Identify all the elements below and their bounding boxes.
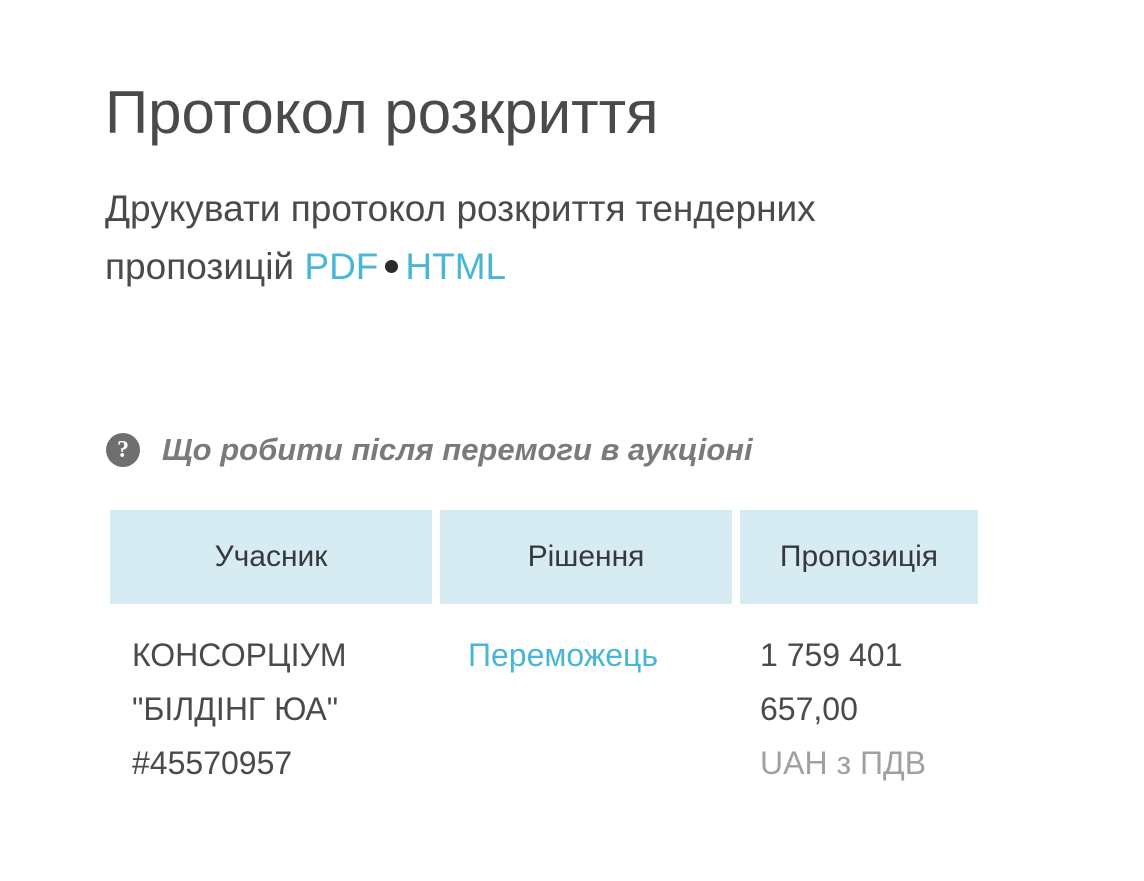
table-row: КОНСОРЦІУМ "БІЛДІНГ ЮА" #45570957 Перемо… (110, 628, 968, 790)
proposal-amount: 1 759 401 657,00 (760, 637, 903, 727)
page-title: Протокол розкриття (105, 79, 659, 147)
bids-result-table: Учасник Рішення Пропозиція КОНСОРЦІУМ "Б… (110, 510, 978, 790)
cell-decision: Переможець (440, 628, 732, 790)
column-header-participant: Учасник (110, 510, 432, 604)
print-html-link[interactable]: HTML (405, 246, 507, 287)
column-header-proposal: Пропозиція (740, 510, 978, 604)
print-protocol-text: Друкувати протокол розкриття тендерних п… (105, 188, 816, 287)
table-header-row: Учасник Рішення Пропозиція (110, 510, 978, 604)
print-protocol-block: Друкувати протокол розкриття тендерних п… (105, 180, 845, 296)
bullet-separator-icon (385, 259, 399, 273)
print-pdf-link[interactable]: PDF (304, 246, 379, 287)
participant-name: КОНСОРЦІУМ "БІЛДІНГ ЮА" #45570957 (132, 637, 347, 781)
question-mark-circle-icon: ? (106, 433, 140, 467)
column-header-decision: Рішення (440, 510, 732, 604)
cell-participant: КОНСОРЦІУМ "БІЛДІНГ ЮА" #45570957 (110, 628, 432, 790)
post-auction-help-label[interactable]: Що робити після перемоги в аукціоні (162, 432, 753, 467)
cell-proposal: 1 759 401 657,00 UAH з ПДВ (740, 628, 978, 790)
post-auction-help-row[interactable]: ? Що робити після перемоги в аукціоні (106, 432, 753, 468)
proposal-currency: UAH з ПДВ (760, 745, 927, 781)
decision-winner-link[interactable]: Переможець (468, 637, 659, 673)
